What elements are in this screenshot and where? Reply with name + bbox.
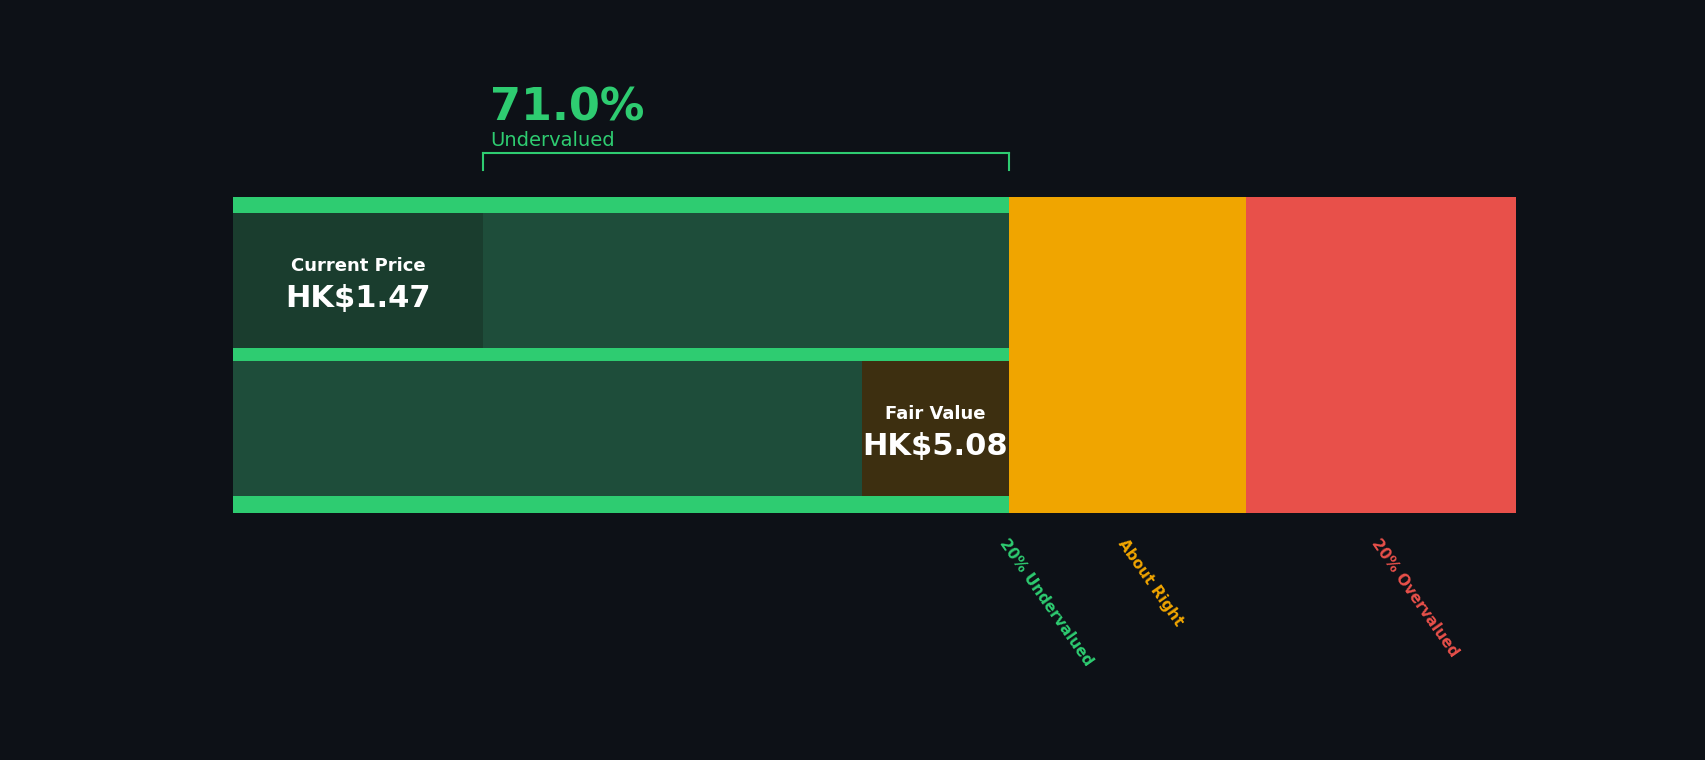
Text: 71.0%: 71.0% — [489, 86, 644, 129]
Text: 20% Overvalued: 20% Overvalued — [1367, 536, 1461, 660]
FancyBboxPatch shape — [861, 361, 1008, 496]
FancyBboxPatch shape — [1246, 197, 1514, 512]
FancyBboxPatch shape — [1008, 197, 1246, 512]
Text: Undervalued: Undervalued — [489, 131, 614, 150]
Text: Current Price: Current Price — [290, 257, 425, 275]
Text: HK$5.08: HK$5.08 — [863, 432, 1008, 461]
FancyBboxPatch shape — [234, 213, 1008, 348]
Text: 20% Undervalued: 20% Undervalued — [996, 536, 1095, 669]
Text: HK$1.47: HK$1.47 — [285, 283, 431, 312]
FancyBboxPatch shape — [234, 197, 1008, 512]
Text: About Right: About Right — [1115, 536, 1185, 629]
Text: Fair Value: Fair Value — [885, 405, 985, 423]
FancyBboxPatch shape — [234, 361, 1008, 496]
FancyBboxPatch shape — [234, 213, 483, 348]
